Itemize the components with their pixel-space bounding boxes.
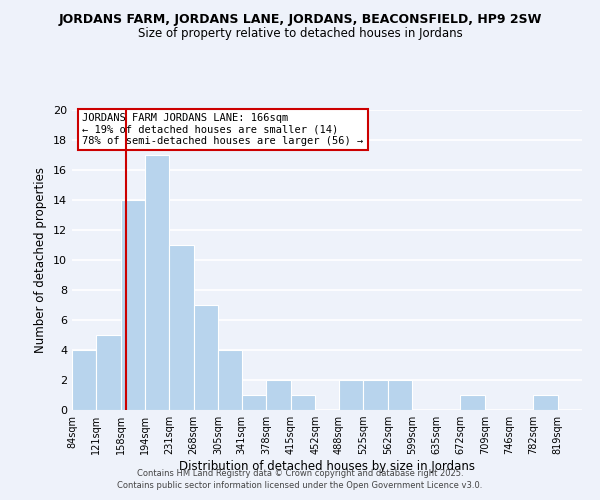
Text: Size of property relative to detached houses in Jordans: Size of property relative to detached ho… — [137, 28, 463, 40]
Bar — [169, 245, 194, 410]
Bar — [194, 305, 218, 410]
Text: Contains HM Land Registry data © Crown copyright and database right 2025.: Contains HM Land Registry data © Crown c… — [137, 468, 463, 477]
Y-axis label: Number of detached properties: Number of detached properties — [34, 167, 47, 353]
Bar — [242, 395, 266, 410]
Bar — [97, 335, 121, 410]
Bar — [290, 395, 315, 410]
X-axis label: Distribution of detached houses by size in Jordans: Distribution of detached houses by size … — [179, 460, 475, 473]
Text: JORDANS FARM JORDANS LANE: 166sqm
← 19% of detached houses are smaller (14)
78% : JORDANS FARM JORDANS LANE: 166sqm ← 19% … — [82, 113, 364, 146]
Bar — [218, 350, 242, 410]
Bar — [145, 155, 169, 410]
Bar — [460, 395, 485, 410]
Bar — [72, 350, 97, 410]
Bar — [339, 380, 364, 410]
Bar — [266, 380, 290, 410]
Bar — [533, 395, 557, 410]
Bar — [121, 200, 145, 410]
Bar — [388, 380, 412, 410]
Text: Contains public sector information licensed under the Open Government Licence v3: Contains public sector information licen… — [118, 481, 482, 490]
Bar — [364, 380, 388, 410]
Text: JORDANS FARM, JORDANS LANE, JORDANS, BEACONSFIELD, HP9 2SW: JORDANS FARM, JORDANS LANE, JORDANS, BEA… — [58, 12, 542, 26]
